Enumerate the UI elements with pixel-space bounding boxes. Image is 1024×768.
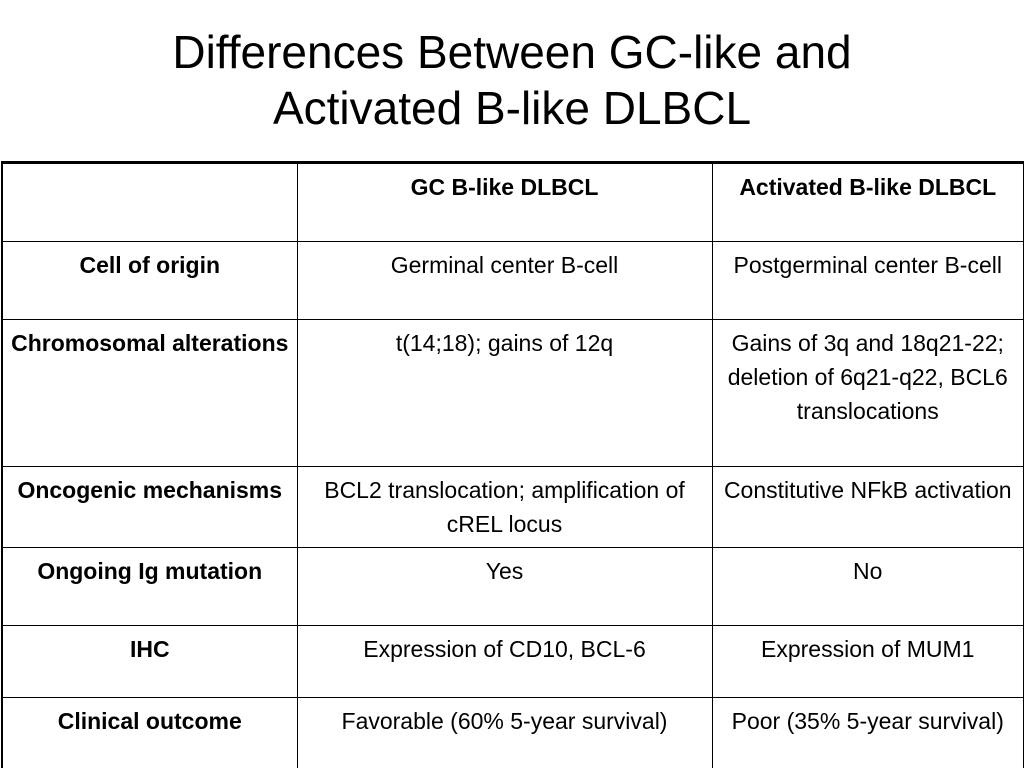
table-header-row: GC B-like DLBCL Activated B-like DLBCL — [1, 161, 1024, 242]
row-label: IHC — [1, 625, 298, 698]
abc-cell: Poor (35% 5-year survival) — [711, 697, 1024, 768]
gc-cell: Expression of CD10, BCL-6 — [296, 625, 713, 698]
slide-title-line-2: Activated B-like DLBCL — [272, 82, 752, 134]
gc-cell: t(14;18); gains of 12q — [296, 319, 713, 467]
table-row: IHC Expression of CD10, BCL-6 Expression… — [1, 625, 1024, 698]
header-cell-empty — [1, 161, 298, 242]
row-label: Cell of origin — [1, 241, 298, 320]
header-cell-abc: Activated B-like DLBCL — [711, 161, 1024, 242]
slide-title-line-1: Differences Between GC-like and — [172, 26, 852, 78]
abc-cell: Constitutive NFkB activation — [711, 466, 1024, 548]
gc-cell: Favorable (60% 5-year survival) — [296, 697, 713, 768]
gc-cell: Yes — [296, 547, 713, 626]
row-label: Ongoing Ig mutation — [1, 547, 298, 626]
header-cell-gc: GC B-like DLBCL — [296, 161, 713, 242]
abc-cell: Postgerminal center B-cell — [711, 241, 1024, 320]
gc-cell: Germinal center B-cell — [296, 241, 713, 320]
comparison-table: GC B-like DLBCL Activated B-like DLBCL C… — [1, 161, 1024, 768]
abc-cell: Gains of 3q and 18q21-22; deletion of 6q… — [711, 319, 1024, 467]
row-label: Clinical outcome — [1, 697, 298, 768]
table-row: Chromosomal alterations t(14;18); gains … — [1, 319, 1024, 467]
table-row: Oncogenic mechanisms BCL2 translocation;… — [1, 466, 1024, 548]
abc-cell: No — [711, 547, 1024, 626]
row-label: Oncogenic mechanisms — [1, 466, 298, 548]
table-row: Cell of origin Germinal center B-cell Po… — [1, 241, 1024, 320]
gc-cell: BCL2 translocation; amplification of cRE… — [296, 466, 713, 548]
table-row: Ongoing Ig mutation Yes No — [1, 547, 1024, 626]
abc-cell: Expression of MUM1 — [711, 625, 1024, 698]
row-label: Chromosomal alterations — [1, 319, 298, 467]
slide-title: Differences Between GC-like and Activate… — [0, 24, 1024, 136]
table-row: Clinical outcome Favorable (60% 5-year s… — [1, 697, 1024, 768]
